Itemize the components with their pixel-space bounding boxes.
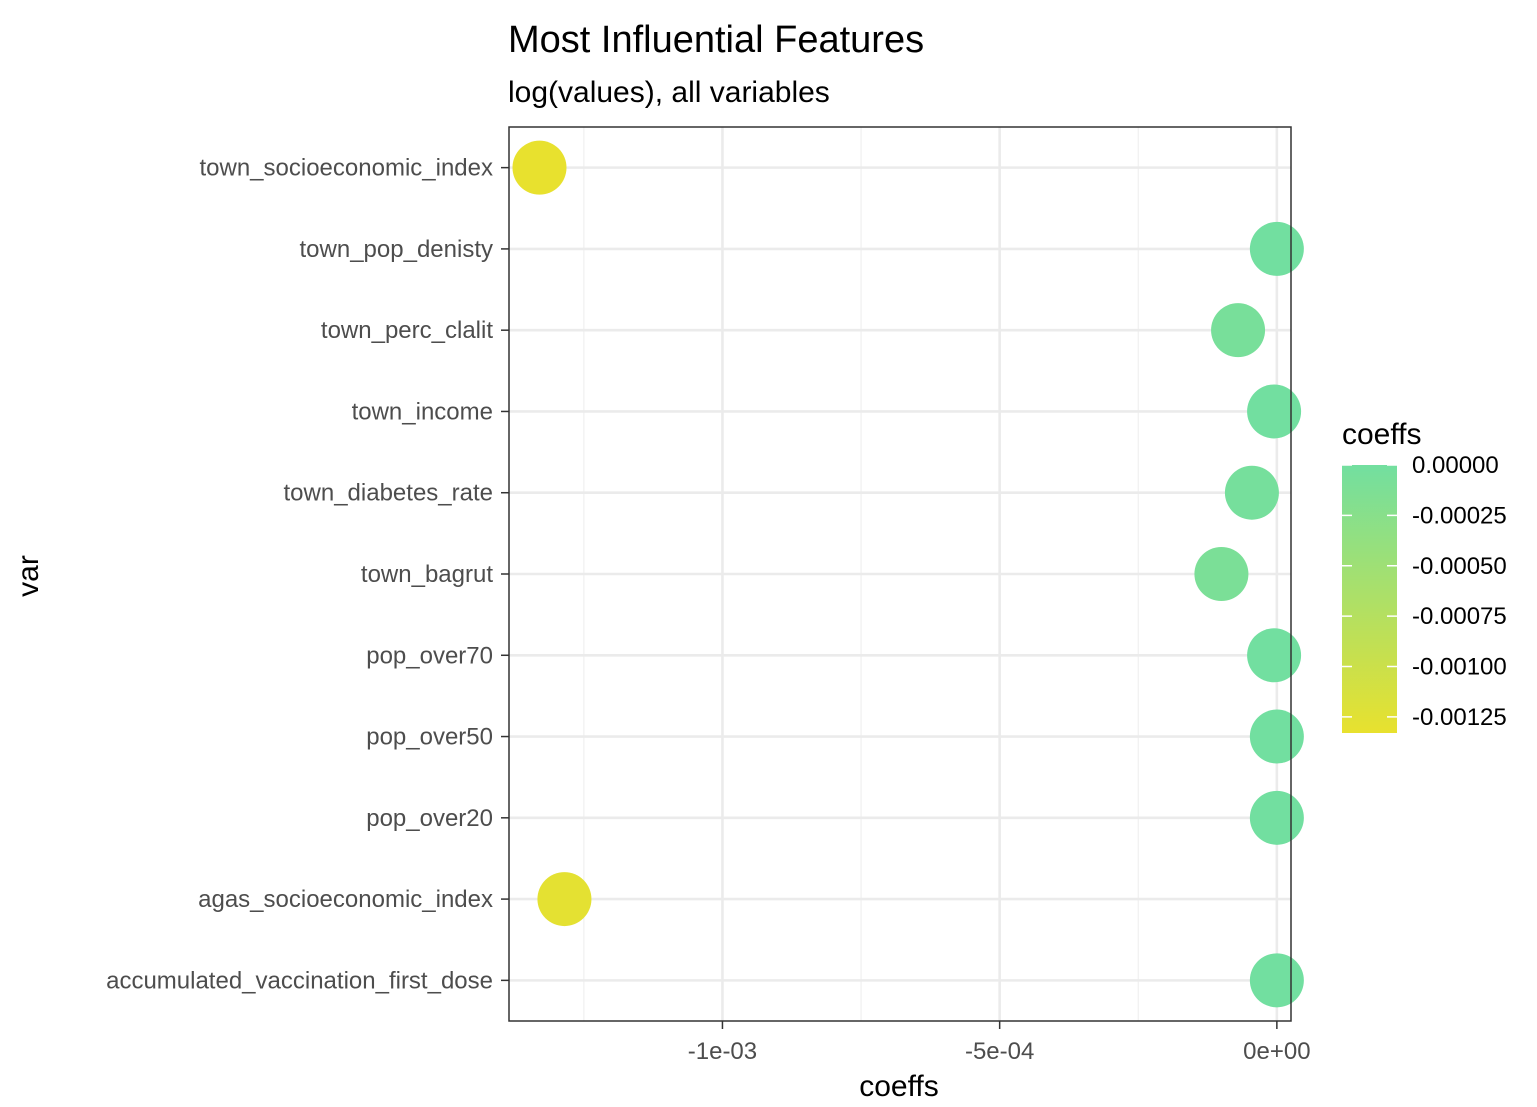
data-point bbox=[512, 140, 567, 195]
data-point bbox=[1247, 628, 1302, 683]
chart-title: Most Influential Features bbox=[508, 19, 924, 61]
y-tick-label: pop_over20 bbox=[366, 805, 493, 832]
y-axis-title: var bbox=[12, 555, 45, 597]
legend-tick-label: 0.00000 bbox=[1412, 452, 1499, 479]
legend-tick-label: -0.00050 bbox=[1412, 553, 1507, 580]
legend: coeffs 0.00000 -0.00025 -0.00050 -0.00075 -0… bbox=[1342, 418, 1507, 733]
y-tick-label: town_socioeconomic_index bbox=[199, 155, 493, 182]
y-tick-label: town_diabetes_rate bbox=[284, 480, 493, 507]
x-axis-title: coeffs bbox=[859, 1070, 939, 1103]
data-point bbox=[1249, 790, 1304, 845]
legend-tick-label: -0.00075 bbox=[1412, 603, 1507, 630]
data-point bbox=[1194, 547, 1249, 601]
y-tick-label: agas_socioeconomic_index bbox=[198, 886, 493, 913]
data-point bbox=[1249, 709, 1304, 764]
legend-tick-label: -0.00125 bbox=[1412, 704, 1507, 731]
legend-tick-label: -0.00100 bbox=[1412, 654, 1507, 681]
data-point bbox=[1224, 465, 1279, 520]
x-tick-label: -1e-03 bbox=[688, 1038, 757, 1065]
y-tick-label: town_bagrut bbox=[361, 561, 493, 588]
y-tick-label: accumulated_vaccination_first_dose bbox=[106, 967, 493, 994]
data-point bbox=[1249, 221, 1304, 276]
x-axis: -1e-03 -5e-04 0e+00 bbox=[688, 1021, 1311, 1065]
legend-title: coeffs bbox=[1342, 418, 1422, 451]
y-tick-label: town_income bbox=[352, 398, 493, 425]
y-axis: town_socioeconomic_index town_pop_denisty… bbox=[106, 155, 509, 994]
chart-subtitle: log(values), all variables bbox=[508, 76, 830, 109]
y-tick-label: pop_over70 bbox=[366, 642, 493, 669]
data-point bbox=[1247, 384, 1302, 439]
legend-colorbar bbox=[1342, 465, 1397, 733]
x-tick-label: 0e+00 bbox=[1243, 1038, 1310, 1065]
legend-tick-label: -0.00025 bbox=[1412, 502, 1507, 529]
data-point bbox=[537, 872, 592, 927]
data-point bbox=[1211, 303, 1266, 358]
data-point bbox=[1249, 953, 1304, 1008]
y-tick-label: town_pop_denisty bbox=[300, 236, 493, 263]
x-tick-label: -5e-04 bbox=[965, 1038, 1034, 1065]
data-points bbox=[512, 140, 1304, 1008]
legend-ticks: 0.00000 -0.00025 -0.00050 -0.00075 -0.00100 -… bbox=[1342, 452, 1507, 731]
y-tick-label: pop_over50 bbox=[366, 724, 493, 751]
y-tick-label: town_perc_clalit bbox=[321, 317, 493, 344]
grid-major bbox=[509, 127, 1291, 1021]
